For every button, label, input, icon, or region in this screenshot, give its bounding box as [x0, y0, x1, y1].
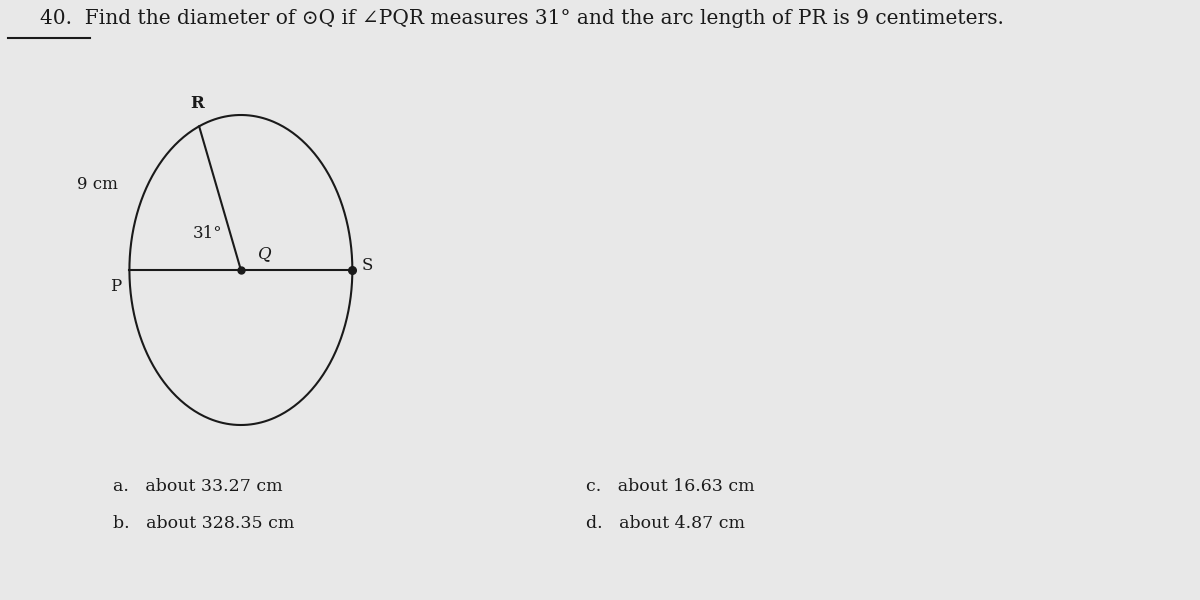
- Text: Q: Q: [258, 245, 271, 262]
- Text: b.   about 328.35 cm: b. about 328.35 cm: [113, 515, 295, 532]
- Text: a.   about 33.27 cm: a. about 33.27 cm: [113, 478, 283, 495]
- Text: S: S: [361, 257, 373, 274]
- Text: R: R: [191, 95, 204, 112]
- Text: 9 cm: 9 cm: [77, 176, 118, 193]
- Text: P: P: [109, 278, 121, 295]
- Text: d.   about 4.87 cm: d. about 4.87 cm: [586, 515, 745, 532]
- Text: c.   about 16.63 cm: c. about 16.63 cm: [586, 478, 755, 495]
- Text: 31°: 31°: [193, 225, 223, 242]
- Text: 40.  Find the diameter of ⊙Q if ∠PQR measures 31° and the arc length of PR is 9 : 40. Find the diameter of ⊙Q if ∠PQR meas…: [40, 9, 1003, 28]
